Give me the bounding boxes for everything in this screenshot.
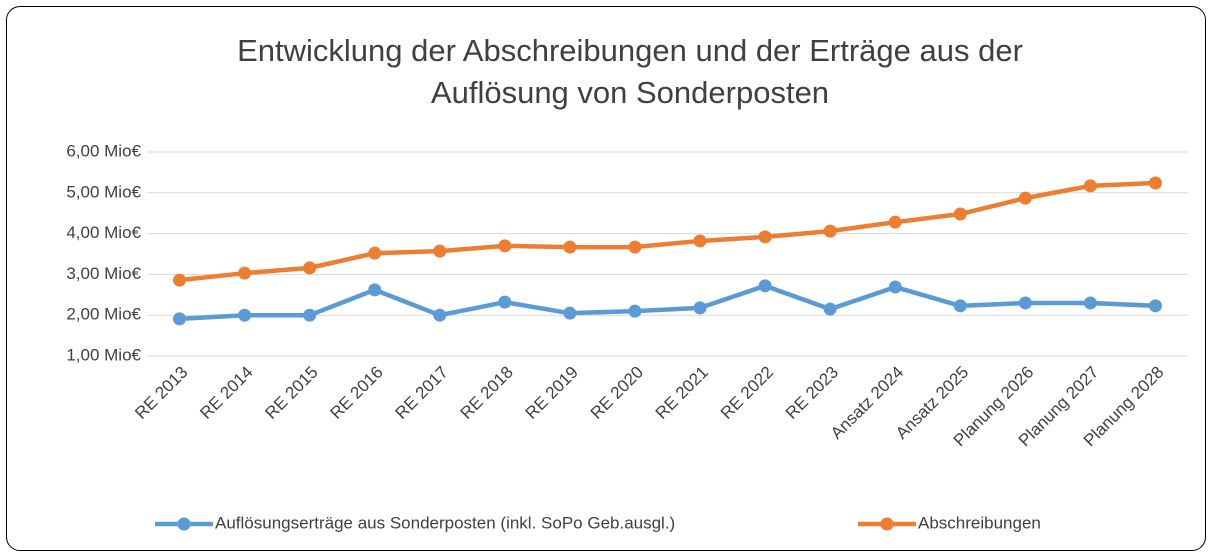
data-point	[953, 207, 967, 221]
x-tick-label: RE 2022	[717, 363, 777, 423]
data-point	[888, 280, 902, 294]
data-point	[498, 239, 512, 253]
data-point	[823, 224, 837, 238]
data-point	[433, 244, 447, 258]
data-point	[238, 266, 252, 280]
x-tick-label: RE 2020	[587, 363, 647, 423]
x-tick-label: RE 2023	[782, 363, 842, 423]
data-point	[303, 308, 317, 322]
data-point	[368, 246, 382, 260]
data-point	[303, 261, 317, 275]
x-tick-label: RE 2018	[457, 363, 517, 423]
data-point	[758, 230, 772, 244]
data-point	[563, 240, 577, 254]
x-tick-label: RE 2014	[196, 363, 256, 423]
chart-border	[6, 6, 1206, 551]
data-point	[628, 304, 642, 318]
data-point	[1148, 299, 1162, 313]
data-point	[628, 240, 642, 254]
series-line	[179, 180, 1156, 283]
legend-marker	[177, 517, 191, 531]
data-point	[173, 273, 187, 287]
legend-label: Auflösungserträge aus Sonderposten (inkl…	[215, 513, 675, 532]
legend-marker	[880, 517, 894, 531]
y-tick-label: 4,00 Mio€	[66, 223, 141, 242]
data-point	[1148, 176, 1162, 190]
data-point	[1083, 179, 1097, 193]
data-point	[888, 215, 902, 229]
y-tick-label: 5,00 Mio€	[66, 182, 141, 201]
data-point	[693, 234, 707, 248]
data-point	[953, 299, 967, 313]
chart-title: Entwicklung der Abschreibungen und der E…	[237, 33, 1023, 110]
x-tick-label: RE 2019	[522, 363, 582, 423]
x-tick-label: RE 2015	[261, 363, 321, 423]
y-tick-label: 6,00 Mio€	[66, 141, 141, 160]
y-tick-label: 3,00 Mio€	[66, 264, 141, 283]
data-point	[693, 301, 707, 315]
legend-label: Abschreibungen	[918, 513, 1041, 532]
series-line	[179, 283, 1156, 322]
data-point	[238, 308, 252, 322]
y-tick-label: 1,00 Mio€	[66, 345, 141, 364]
data-point	[173, 312, 187, 326]
data-point	[823, 302, 837, 316]
x-tick-label: RE 2021	[652, 363, 712, 423]
data-point	[1018, 191, 1032, 205]
x-tick-label: RE 2013	[131, 363, 191, 423]
data-point	[498, 295, 512, 309]
data-point	[563, 306, 577, 320]
data-point	[1083, 296, 1097, 310]
data-point	[1018, 296, 1032, 310]
x-tick-label: RE 2017	[392, 363, 452, 423]
y-tick-label: 2,00 Mio€	[66, 305, 141, 324]
data-point	[433, 308, 447, 322]
x-tick-label: RE 2016	[326, 363, 386, 423]
data-point	[758, 279, 772, 293]
data-point	[368, 283, 382, 297]
